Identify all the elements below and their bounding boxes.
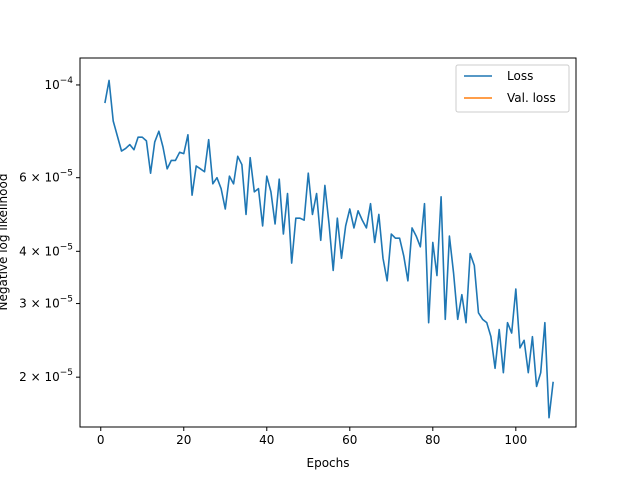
legend: Loss Val. loss — [455, 64, 570, 113]
y-tick-label: 2 × 10−5 — [19, 368, 73, 384]
x-tick-label: 60 — [342, 433, 357, 447]
y-tick-label: 10−4 — [44, 76, 73, 92]
legend-label-loss: Loss — [507, 69, 533, 83]
plot-frame — [79, 57, 577, 428]
y-ticks: 10−4 6 × 10−5 4 × 10−5 3 × 10−5 2 × 10−5 — [19, 76, 80, 384]
y-axis-label: Negative log likelihood — [0, 174, 10, 311]
x-tick-label: 80 — [425, 433, 440, 447]
plot-area — [104, 79, 554, 419]
legend-label-val-loss: Val. loss — [507, 91, 556, 105]
y-tick-label: 3 × 10−5 — [19, 295, 73, 311]
x-tick-label: 100 — [504, 433, 527, 447]
x-tick-label: 0 — [97, 433, 105, 447]
y-tick-label: 4 × 10−5 — [19, 242, 73, 258]
series-line-loss — [104, 79, 554, 419]
x-axis-label: Epochs — [307, 456, 350, 470]
x-tick-label: 20 — [176, 433, 191, 447]
x-tick-label: 40 — [259, 433, 274, 447]
y-tick-label: 6 × 10−5 — [19, 169, 73, 185]
x-ticks: 0 20 40 60 80 100 — [97, 427, 527, 447]
